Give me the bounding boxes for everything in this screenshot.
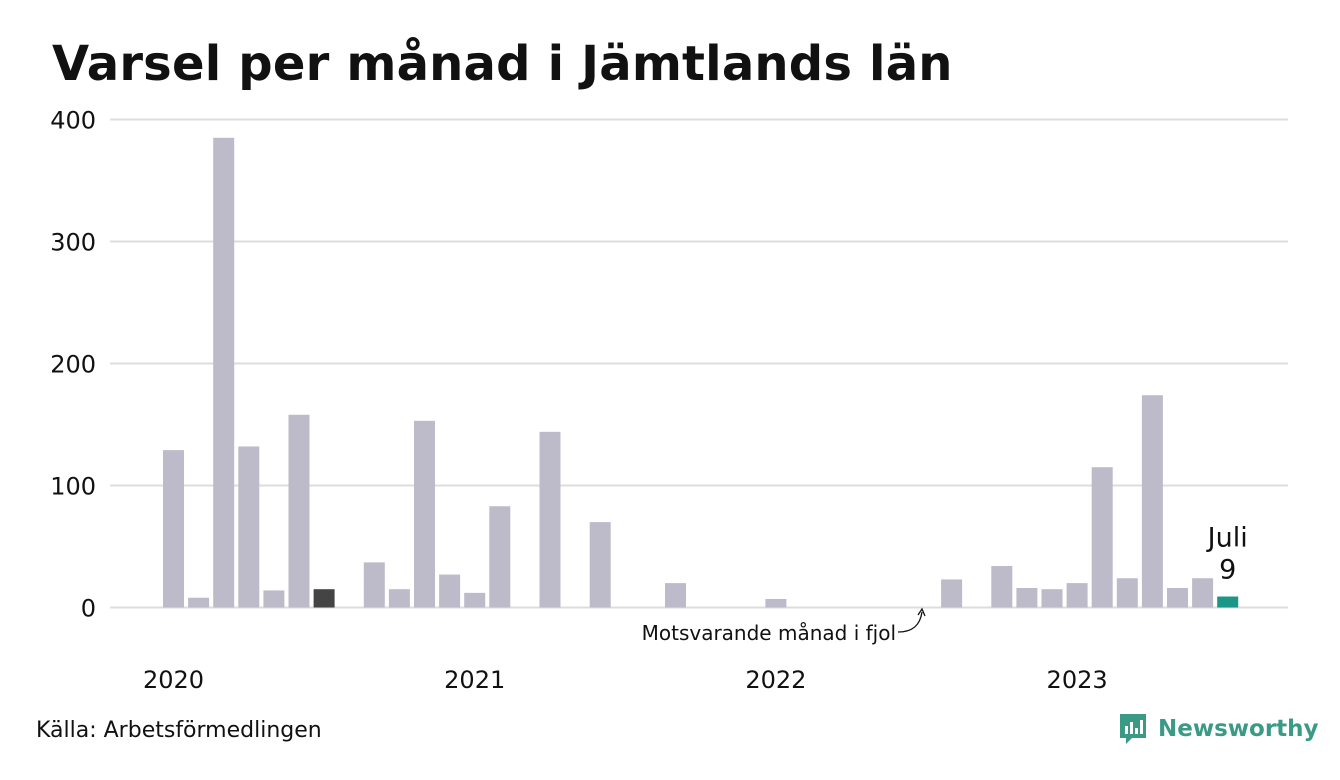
current-value-label: 9 — [1219, 555, 1236, 586]
brand-name: Newsworthy — [1158, 716, 1319, 742]
bar — [1066, 583, 1088, 608]
bar — [539, 431, 561, 608]
bar — [765, 598, 787, 608]
bar — [1091, 467, 1113, 608]
y-tick-label: 400 — [50, 107, 96, 135]
bar — [313, 589, 335, 608]
bar — [1141, 395, 1163, 608]
x-tick-label: 2023 — [1047, 666, 1108, 694]
bar — [941, 579, 963, 608]
bar — [238, 446, 260, 608]
bar — [414, 420, 435, 608]
x-tick-label: 2022 — [745, 666, 806, 694]
y-tick-label: 300 — [50, 229, 96, 257]
bar — [188, 597, 210, 608]
y-tick-label: 200 — [50, 351, 96, 379]
bar — [1192, 578, 1214, 608]
bar — [388, 589, 410, 608]
brand-logo: Newsworthy — [1118, 712, 1319, 746]
bar — [1167, 587, 1188, 608]
bar — [489, 506, 511, 608]
bar — [213, 137, 235, 608]
y-tick-label: 0 — [81, 595, 96, 623]
bar — [1041, 589, 1063, 608]
bar — [991, 566, 1013, 608]
x-axis-year-labels: 2020 2021 2022 2023 — [143, 666, 1108, 694]
bars — [163, 137, 1239, 608]
annotation-arrow — [897, 611, 923, 633]
x-tick-label: 2021 — [444, 666, 505, 694]
source-note: Källa: Arbetsförmedlingen — [36, 718, 322, 743]
annotation-arrowhead — [917, 607, 926, 617]
bar — [464, 592, 486, 608]
current-month-label: Juli — [1206, 523, 1248, 554]
bar — [665, 583, 686, 608]
bar — [163, 450, 184, 608]
bar — [1016, 587, 1038, 608]
bar — [589, 522, 611, 608]
bar — [1217, 596, 1239, 608]
y-tick-label: 100 — [50, 473, 96, 501]
bar — [363, 562, 385, 608]
x-tick-label: 2020 — [143, 666, 204, 694]
annotation-text: Motsvarande månad i fjol — [642, 621, 896, 645]
newsworthy-logo-icon — [1120, 714, 1146, 744]
bar — [1116, 578, 1138, 608]
bar — [263, 590, 285, 608]
bar — [288, 414, 310, 608]
chart-title: Varsel per månad i Jämtlands län — [52, 36, 953, 92]
bar — [439, 574, 461, 608]
y-axis-ticks: 0 100 200 300 400 — [50, 107, 96, 623]
